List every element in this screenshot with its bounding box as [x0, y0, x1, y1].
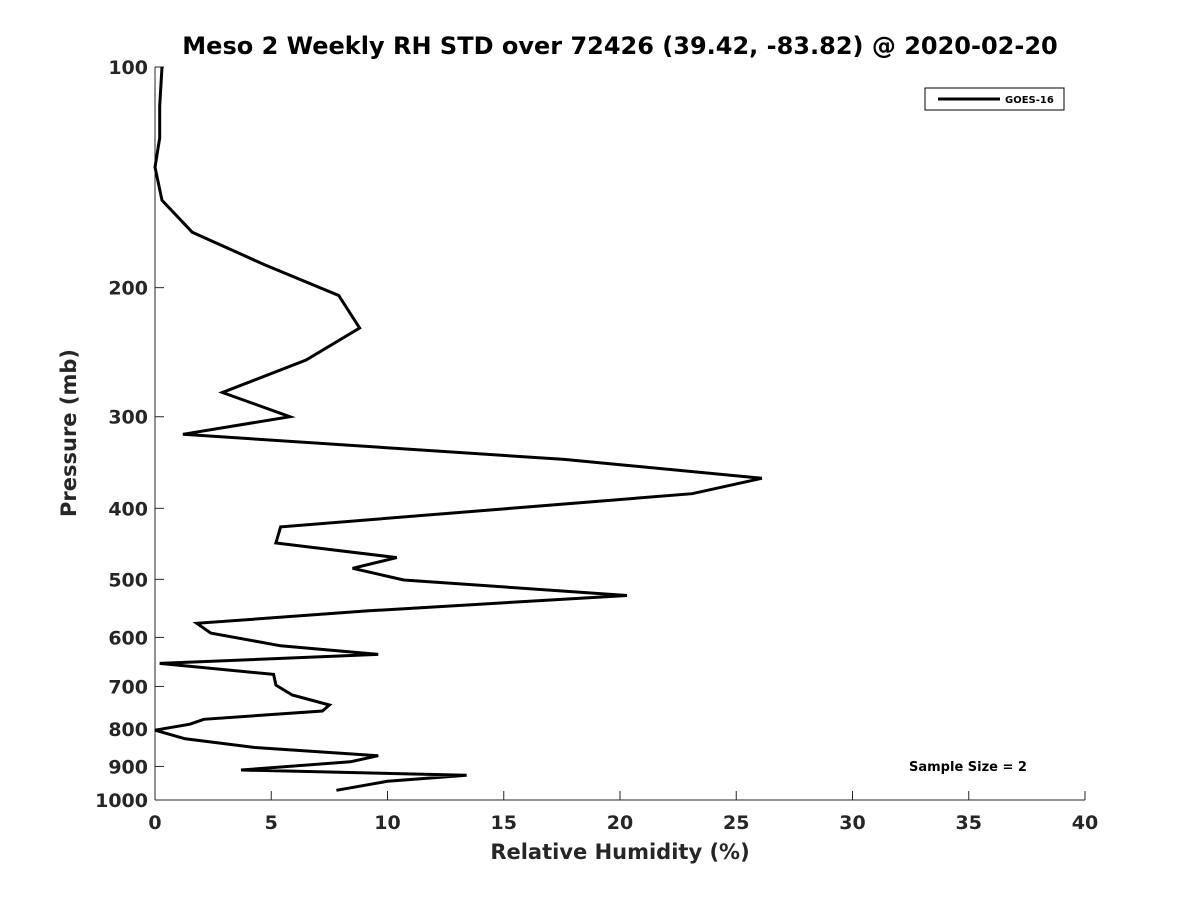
y-tick-label: 100 [108, 57, 148, 79]
x-tick-label: 15 [491, 812, 517, 834]
x-axis-label: Relative Humidity (%) [490, 840, 749, 864]
x-tick-label: 10 [374, 812, 400, 834]
series-layer [153, 66, 763, 792]
y-tick-label: 900 [108, 756, 148, 778]
y-tick-label: 800 [108, 719, 148, 741]
legend: GOES-16 [924, 87, 1065, 111]
x-tick-label: 40 [1072, 812, 1098, 834]
axes: 0 5 10 15 20 25 30 35 40 100 200 300 400 500 600 700 800… [95, 57, 1098, 834]
x-tick-label: 5 [265, 812, 278, 834]
legend-label-goes-16: GOES-16 [1005, 95, 1054, 106]
y-tick-label: 600 [108, 627, 148, 649]
x-tick-label: 35 [956, 812, 982, 834]
y-tick-label: 1000 [95, 790, 148, 812]
chart-title: Meso 2 Weekly RH STD over 72426 (39.42, … [182, 32, 1057, 60]
series-line-goes-16 [153, 66, 763, 792]
y-tick-label: 700 [108, 676, 148, 698]
sample-size-annotation: Sample Size = 2 [909, 760, 1027, 775]
x-tick-label: 0 [148, 812, 161, 834]
y-tick-label: 300 [108, 407, 148, 429]
x-tick-label: 20 [607, 812, 633, 834]
y-tick-label: 400 [108, 498, 148, 520]
y-tick-label: 200 [108, 278, 148, 300]
y-axis-label: Pressure (mb) [57, 349, 81, 517]
x-tick-label: 25 [723, 812, 749, 834]
y-tick-label: 500 [108, 569, 148, 591]
x-tick-label: 30 [839, 812, 865, 834]
